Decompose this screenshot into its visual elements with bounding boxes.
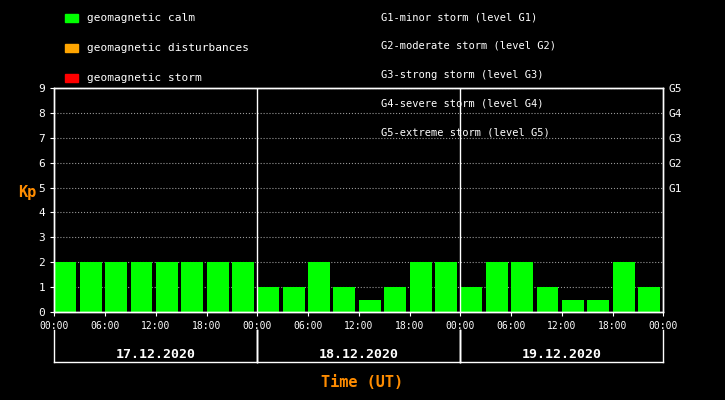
Bar <box>54 262 76 312</box>
Bar <box>410 262 431 312</box>
Text: G4-severe storm (level G4): G4-severe storm (level G4) <box>381 98 543 108</box>
Bar <box>536 287 558 312</box>
Text: 17.12.2020: 17.12.2020 <box>116 348 196 360</box>
Bar <box>587 300 609 312</box>
Bar <box>638 287 660 312</box>
Text: geomagnetic calm: geomagnetic calm <box>87 13 195 23</box>
Text: geomagnetic storm: geomagnetic storm <box>87 73 202 83</box>
Text: 18.12.2020: 18.12.2020 <box>319 348 399 360</box>
Bar <box>334 287 355 312</box>
Bar <box>181 262 203 312</box>
Bar <box>486 262 508 312</box>
Text: G3-strong storm (level G3): G3-strong storm (level G3) <box>381 70 543 80</box>
Bar <box>130 262 152 312</box>
Bar <box>105 262 127 312</box>
Bar <box>511 262 533 312</box>
Bar <box>156 262 178 312</box>
Bar <box>207 262 228 312</box>
Text: Time (UT): Time (UT) <box>321 375 404 390</box>
Bar <box>283 287 304 312</box>
Bar <box>232 262 254 312</box>
Bar <box>257 287 279 312</box>
Bar <box>663 287 685 312</box>
Bar <box>562 300 584 312</box>
Text: G1-minor storm (level G1): G1-minor storm (level G1) <box>381 12 537 22</box>
Text: 19.12.2020: 19.12.2020 <box>522 348 602 360</box>
Bar <box>435 262 457 312</box>
Bar <box>384 287 406 312</box>
Text: G5-extreme storm (level G5): G5-extreme storm (level G5) <box>381 127 550 137</box>
Bar <box>80 262 102 312</box>
Bar <box>308 262 330 312</box>
Text: geomagnetic disturbances: geomagnetic disturbances <box>87 43 249 53</box>
Text: G2-moderate storm (level G2): G2-moderate storm (level G2) <box>381 41 555 51</box>
Bar <box>460 287 482 312</box>
Y-axis label: Kp: Kp <box>18 185 36 200</box>
Bar <box>613 262 634 312</box>
Bar <box>359 300 381 312</box>
